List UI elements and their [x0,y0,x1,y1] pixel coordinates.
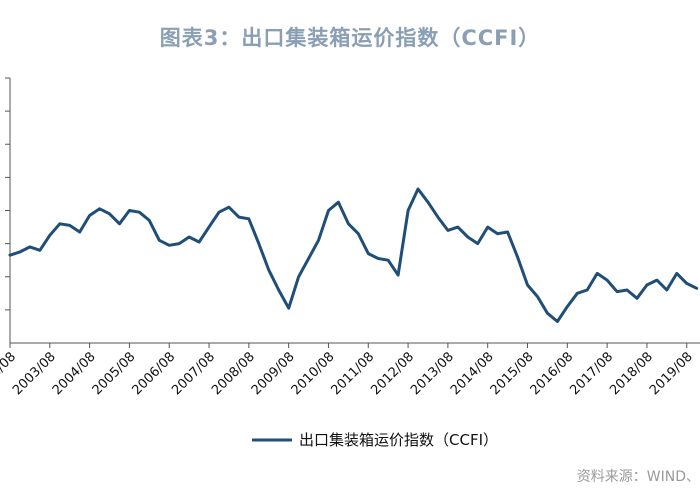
x-tick-label: 2005/08 [90,349,139,398]
x-tick-label: 2018/08 [607,349,656,398]
legend: 出口集装箱运价指数（CCFI） [252,431,498,449]
x-tick-label: 2007/08 [169,349,218,398]
x-tick-label: 2017/08 [567,349,616,398]
ccfi-series-line [8,187,699,323]
x-tick-label: 2015/08 [488,349,537,398]
x-tick-label: 2006/08 [129,349,178,398]
x-tick-label: 2009/08 [249,349,298,398]
x-tick-label: 2016/08 [528,349,577,398]
x-tick-label: 2013/08 [408,349,457,398]
x-tick-label: 2008/08 [209,349,258,398]
x-tick-label: 2004/08 [50,349,99,398]
chart-title: 图表3：出口集装箱运价指数（CCFI） [159,26,541,50]
x-tick-label: 2010/08 [289,349,338,398]
x-tick-label: 2019/08 [647,349,696,398]
legend-label: 出口集装箱运价指数（CCFI） [299,431,498,449]
x-tick-labels: 2002/082003/082004/082005/082006/082007/… [0,349,696,398]
x-tick-label: 2003/08 [10,349,59,398]
x-tick-label: 2014/08 [448,349,497,398]
plot-area [8,187,699,323]
source-note: 资料来源：WIND、 [576,469,700,485]
x-tick-label: 2011/08 [329,349,378,398]
x-tick-label: 2012/08 [368,349,417,398]
chart-axes [5,77,700,348]
